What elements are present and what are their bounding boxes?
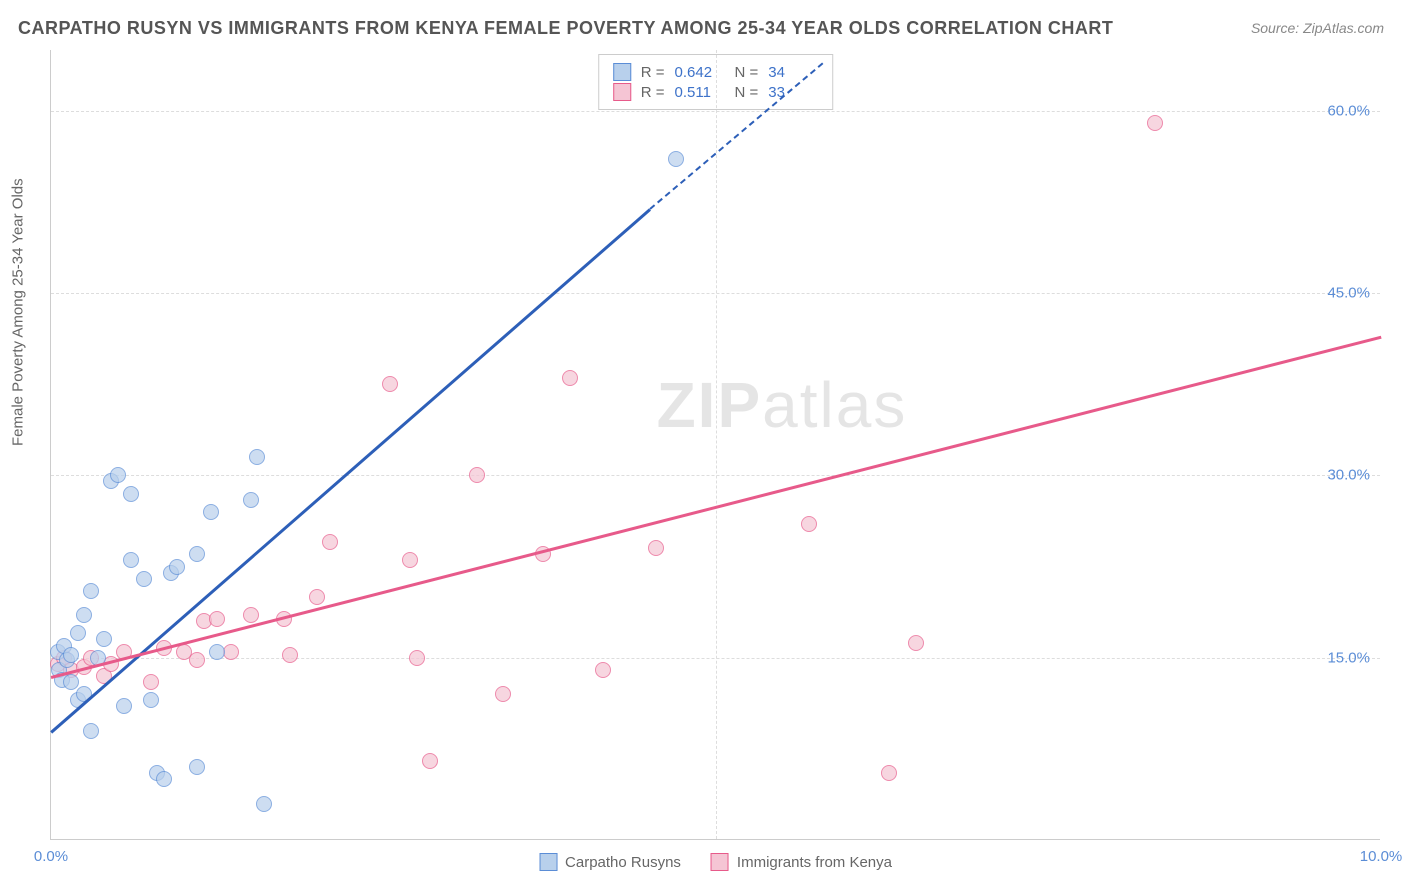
scatter-point: [189, 546, 205, 562]
scatter-point: [282, 647, 298, 663]
source-label: Source: ZipAtlas.com: [1251, 20, 1384, 36]
swatch-series1: [539, 853, 557, 871]
scatter-point: [562, 370, 578, 386]
stat-n-label: N =: [735, 84, 759, 101]
legend: Carpatho Rusyns Immigrants from Kenya: [539, 853, 892, 871]
swatch-series2: [711, 853, 729, 871]
scatter-point: [309, 589, 325, 605]
scatter-point: [422, 753, 438, 769]
chart-container: CARPATHO RUSYN VS IMMIGRANTS FROM KENYA …: [0, 0, 1406, 892]
scatter-point: [76, 607, 92, 623]
swatch-series1: [613, 63, 631, 81]
scatter-point: [63, 647, 79, 663]
chart-title: CARPATHO RUSYN VS IMMIGRANTS FROM KENYA …: [18, 18, 1113, 39]
swatch-series2: [613, 83, 631, 101]
scatter-point: [209, 644, 225, 660]
scatter-point: [143, 692, 159, 708]
scatter-point: [409, 650, 425, 666]
x-tick-label: 0.0%: [34, 848, 68, 865]
scatter-point: [156, 771, 172, 787]
scatter-point: [495, 686, 511, 702]
scatter-point: [595, 662, 611, 678]
scatter-point: [881, 765, 897, 781]
x-tick-label: 10.0%: [1360, 848, 1403, 865]
scatter-point: [169, 559, 185, 575]
stat-r-label: R =: [641, 84, 665, 101]
scatter-point: [136, 571, 152, 587]
scatter-point: [249, 449, 265, 465]
scatter-point: [322, 534, 338, 550]
stat-n-label: N =: [735, 64, 759, 81]
scatter-point: [243, 607, 259, 623]
y-tick-label: 15.0%: [1327, 649, 1370, 666]
y-tick-label: 60.0%: [1327, 102, 1370, 119]
scatter-point: [70, 625, 86, 641]
scatter-point: [83, 723, 99, 739]
legend-label-1: Carpatho Rusyns: [565, 854, 681, 871]
scatter-point: [189, 759, 205, 775]
legend-item-series1: Carpatho Rusyns: [539, 853, 681, 871]
scatter-point: [96, 631, 112, 647]
scatter-point: [203, 504, 219, 520]
scatter-point: [1147, 115, 1163, 131]
y-tick-label: 45.0%: [1327, 285, 1370, 302]
y-axis-title: Female Poverty Among 25-34 Year Olds: [10, 178, 27, 446]
scatter-point: [123, 552, 139, 568]
scatter-point: [801, 516, 817, 532]
scatter-point: [110, 467, 126, 483]
scatter-point: [123, 486, 139, 502]
scatter-point: [668, 151, 684, 167]
watermark: ZIPatlas: [657, 368, 908, 442]
scatter-point: [143, 674, 159, 690]
scatter-point: [256, 796, 272, 812]
scatter-point: [648, 540, 664, 556]
scatter-point: [209, 611, 225, 627]
scatter-point: [83, 583, 99, 599]
gridline-v: [716, 50, 717, 839]
scatter-point: [63, 674, 79, 690]
scatter-point: [469, 467, 485, 483]
scatter-point: [382, 376, 398, 392]
stat-r-value-1: 0.642: [675, 64, 725, 81]
scatter-point: [908, 635, 924, 651]
legend-label-2: Immigrants from Kenya: [737, 854, 892, 871]
y-tick-label: 30.0%: [1327, 467, 1370, 484]
stat-r-value-2: 0.511: [675, 84, 725, 101]
legend-item-series2: Immigrants from Kenya: [711, 853, 892, 871]
scatter-point: [402, 552, 418, 568]
scatter-point: [116, 698, 132, 714]
scatter-point: [189, 652, 205, 668]
plot-area: ZIPatlas R = 0.642 N = 34 R = 0.511 N = …: [50, 50, 1380, 840]
stat-r-label: R =: [641, 64, 665, 81]
scatter-point: [243, 492, 259, 508]
